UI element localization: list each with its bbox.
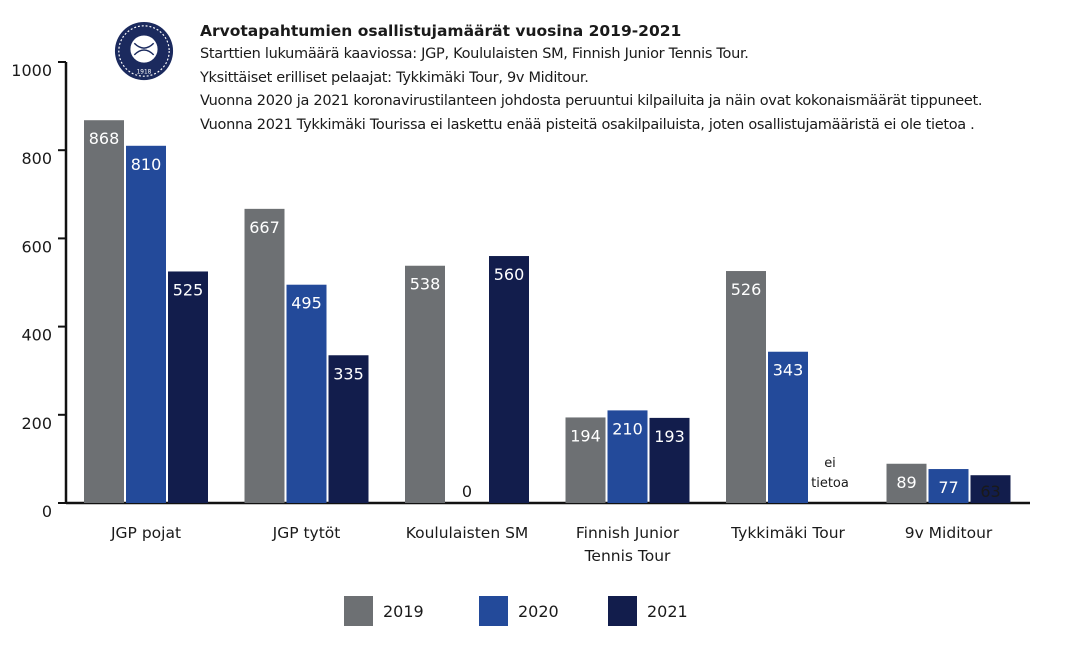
svg-text:1918: 1918 xyxy=(137,69,152,75)
legend-swatch-2020 xyxy=(479,596,508,626)
bar-2019 xyxy=(244,208,285,503)
data-label: 0 xyxy=(462,482,472,501)
data-label: 63 xyxy=(980,482,1000,501)
legend-swatch-2021 xyxy=(608,596,637,626)
missing-data-label: ei xyxy=(824,456,836,471)
bar-2021 xyxy=(970,475,1011,503)
legend-label: 2021 xyxy=(647,602,688,621)
missing-data-label: tietoa xyxy=(811,476,849,491)
data-label: 343 xyxy=(773,361,804,380)
club-emblem-icon: 1918 xyxy=(114,21,174,81)
y-tick-label: 400 xyxy=(21,326,52,345)
bar-2020 xyxy=(768,351,808,503)
bar-2020 xyxy=(126,145,166,504)
chart-title: Arvotapahtumien osallistujamäärät vuosin… xyxy=(200,22,682,40)
bar-2021 xyxy=(328,355,369,503)
bar-2021 xyxy=(489,256,529,503)
chart-header: Arvotapahtumien osallistujamäärät vuosin… xyxy=(200,20,1070,137)
data-label: 194 xyxy=(570,426,601,445)
category-label: Tykkimäki Tour xyxy=(730,524,845,542)
data-label: 335 xyxy=(333,364,364,383)
note-line-4: Vuonna 2021 Tykkimäki Tourissa ei lasket… xyxy=(200,116,975,133)
data-label: 77 xyxy=(938,478,958,497)
data-label: 560 xyxy=(494,265,525,284)
note-line-3: Vuonna 2020 ja 2021 koronavirustilanteen… xyxy=(200,93,983,109)
y-tick-label: 200 xyxy=(21,414,52,433)
data-label: 868 xyxy=(89,129,120,148)
data-label: 525 xyxy=(173,280,204,299)
category-label: JGP tytöt xyxy=(272,524,341,542)
note-line-2: Yksittäiset erilliset pelaajat: Tykkimäk… xyxy=(200,69,589,86)
y-tick-label: 1000 xyxy=(11,61,52,80)
bar-2021 xyxy=(649,417,690,503)
data-label: 667 xyxy=(249,218,280,237)
bar-2021 xyxy=(168,271,208,503)
category-label: Finnish Junior xyxy=(576,524,680,542)
bar-2019 xyxy=(405,265,445,503)
bar-2020 xyxy=(286,284,327,503)
category-label: Tennis Tour xyxy=(584,547,671,565)
data-label: 538 xyxy=(410,275,441,294)
y-tick-label: 0 xyxy=(42,502,52,521)
note-line-1: Starttien lukumäärä kaaviossa: JGP, Koul… xyxy=(200,46,749,62)
category-label: 9v Miditour xyxy=(905,524,993,542)
bar-2019 xyxy=(84,120,124,503)
data-label: 810 xyxy=(131,155,162,174)
legend-label: 2019 xyxy=(383,602,424,621)
data-label: 210 xyxy=(612,419,643,438)
data-label: 89 xyxy=(896,473,916,492)
legend-label: 2020 xyxy=(518,602,559,621)
category-label: Koululaisten SM xyxy=(406,524,529,542)
data-label: 495 xyxy=(291,294,322,313)
y-tick-label: 800 xyxy=(21,149,52,168)
bar-2020 xyxy=(928,469,969,503)
data-label: 526 xyxy=(731,280,762,299)
bar-2019 xyxy=(565,417,606,503)
bar-2020 xyxy=(607,410,648,503)
legend-swatch-2019 xyxy=(344,596,373,626)
y-tick-label: 600 xyxy=(21,237,52,256)
data-label: 193 xyxy=(654,427,685,446)
bar-2019 xyxy=(726,271,766,503)
category-label: JGP pojat xyxy=(110,524,181,542)
bar-2019 xyxy=(886,463,927,503)
